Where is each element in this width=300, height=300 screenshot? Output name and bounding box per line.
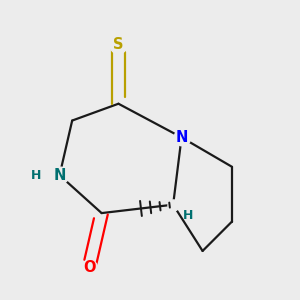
- Text: N: N: [53, 168, 66, 183]
- Text: H: H: [183, 209, 193, 222]
- Text: N: N: [176, 130, 188, 145]
- Text: S: S: [113, 37, 124, 52]
- Text: O: O: [83, 260, 95, 275]
- Text: H: H: [31, 169, 42, 182]
